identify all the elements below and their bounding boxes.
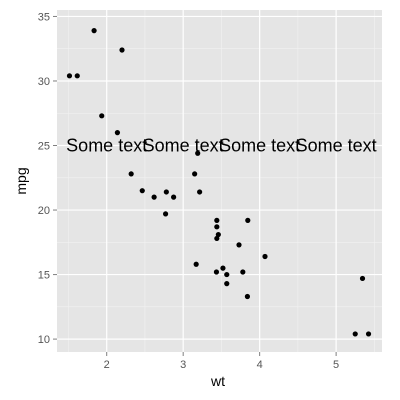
data-point (128, 171, 134, 177)
x-tick-label: 4 (257, 359, 263, 371)
data-point (365, 331, 372, 337)
data-point (114, 130, 121, 136)
text-annotation: Some text (296, 136, 377, 156)
data-point (220, 265, 226, 271)
data-point (244, 293, 251, 300)
y-tick-label: 20 (38, 205, 50, 217)
major-gridlines (57, 10, 382, 352)
data-points (66, 28, 372, 337)
data-point (197, 189, 203, 195)
y-tick-label: 30 (38, 76, 50, 88)
x-axis-title: wt (210, 373, 225, 389)
data-point (162, 211, 169, 217)
data-point (99, 113, 105, 119)
y-tick-label: 25 (38, 141, 50, 153)
plot-panel (57, 10, 382, 352)
data-point (119, 47, 125, 53)
data-point (195, 150, 201, 156)
y-axis-title: mpg (13, 167, 29, 194)
text-annotation: Some text (219, 136, 300, 156)
data-point (214, 224, 220, 230)
data-point (224, 271, 230, 278)
data-point (224, 281, 230, 287)
data-point (66, 73, 73, 79)
y-tick-label: 15 (38, 270, 50, 282)
text-annotation: Some text (66, 136, 147, 156)
data-point (240, 269, 246, 275)
data-point (214, 235, 220, 242)
data-point (359, 275, 366, 282)
y-axis-ticks: 10 15 20 25 30 35 (38, 11, 57, 346)
x-tick-label: 3 (180, 359, 186, 371)
data-point (163, 189, 169, 195)
x-axis-ticks: 2 3 4 5 (104, 352, 339, 371)
data-point (151, 194, 157, 200)
data-point (91, 28, 97, 34)
data-point (139, 188, 145, 194)
data-point (74, 73, 80, 79)
data-point (171, 194, 177, 200)
data-point (236, 242, 242, 248)
data-point (245, 217, 251, 223)
data-point (192, 171, 198, 177)
data-point (352, 331, 358, 337)
data-point (193, 261, 199, 267)
x-tick-label: 2 (104, 359, 110, 371)
data-point (214, 217, 220, 223)
minor-gridlines (57, 10, 382, 352)
y-tick-label: 35 (38, 11, 50, 23)
data-point (213, 269, 220, 275)
text-annotation: Some text (143, 136, 224, 156)
x-tick-label: 5 (333, 359, 339, 371)
y-tick-label: 10 (38, 334, 50, 346)
data-point (262, 253, 268, 260)
